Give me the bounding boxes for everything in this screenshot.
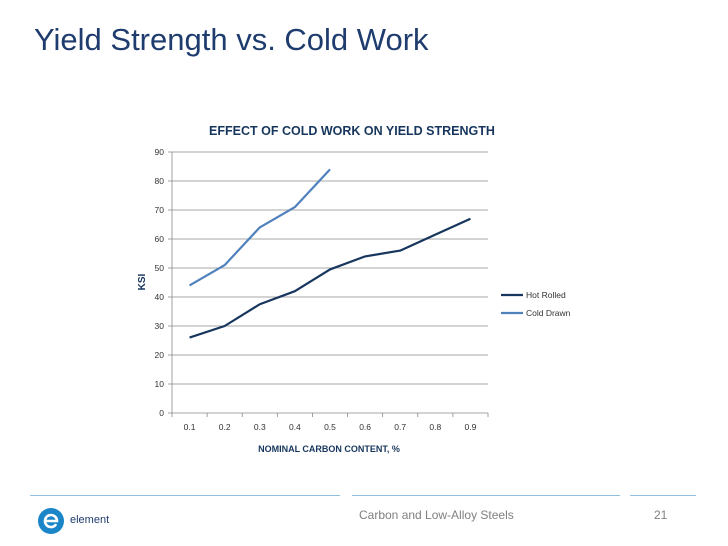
x-tick-label: 0.2 (219, 422, 231, 432)
legend-label: Cold Drawn (526, 308, 571, 318)
y-tick-label: 30 (155, 321, 165, 331)
y-tick-label: 70 (155, 205, 165, 215)
y-tick-label: 80 (155, 176, 165, 186)
series-line-cold-drawn (189, 168, 331, 287)
y-tick-label: 50 (155, 263, 165, 273)
y-tick-label: 90 (155, 147, 165, 157)
x-axis-label: NOMINAL CARBON CONTENT, % (258, 444, 400, 454)
page-number: 21 (654, 508, 668, 522)
series-line-hot-rolled (189, 217, 471, 339)
y-tick-label: 20 (155, 350, 165, 360)
y-tick-label: 0 (159, 408, 164, 418)
y-tick-label: 10 (155, 379, 165, 389)
legend-label: Hot Rolled (526, 290, 566, 300)
footer-divider-right (630, 495, 696, 496)
footer-text: Carbon and Low-Alloy Steels (359, 508, 514, 522)
x-tick-label: 0.5 (324, 422, 336, 432)
y-tick-label: 40 (155, 292, 165, 302)
chart-title: EFFECT OF COLD WORK ON YIELD STRENGTH (209, 124, 495, 138)
x-tick-label: 0.4 (289, 422, 301, 432)
x-tick-label: 0.9 (465, 422, 477, 432)
logo-text: element (70, 514, 110, 526)
footer-divider-left (30, 495, 340, 496)
x-tick-label: 0.7 (394, 422, 406, 432)
footer-divider-middle (352, 495, 620, 496)
x-tick-label: 0.6 (359, 422, 371, 432)
x-tick-label: 0.8 (429, 422, 441, 432)
element-logo-icon (38, 508, 64, 534)
x-tick-label: 0.3 (254, 422, 266, 432)
slide-title: Yield Strength vs. Cold Work (34, 22, 429, 57)
y-axis-label: KSI (137, 273, 148, 290)
x-tick-label: 0.1 (184, 422, 196, 432)
y-tick-label: 60 (155, 234, 165, 244)
